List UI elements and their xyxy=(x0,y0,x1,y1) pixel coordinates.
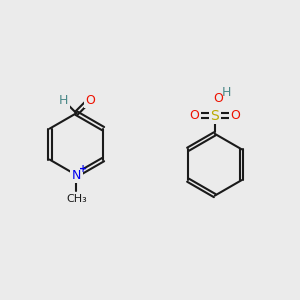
Text: O: O xyxy=(85,94,95,106)
Text: O: O xyxy=(189,109,199,122)
Text: +: + xyxy=(79,164,87,174)
Text: O: O xyxy=(230,109,240,122)
Text: O: O xyxy=(213,92,223,105)
Text: CH₃: CH₃ xyxy=(66,194,87,204)
Text: H: H xyxy=(58,94,68,107)
Text: S: S xyxy=(210,109,219,122)
Text: N: N xyxy=(72,169,81,182)
Text: H: H xyxy=(221,86,231,99)
